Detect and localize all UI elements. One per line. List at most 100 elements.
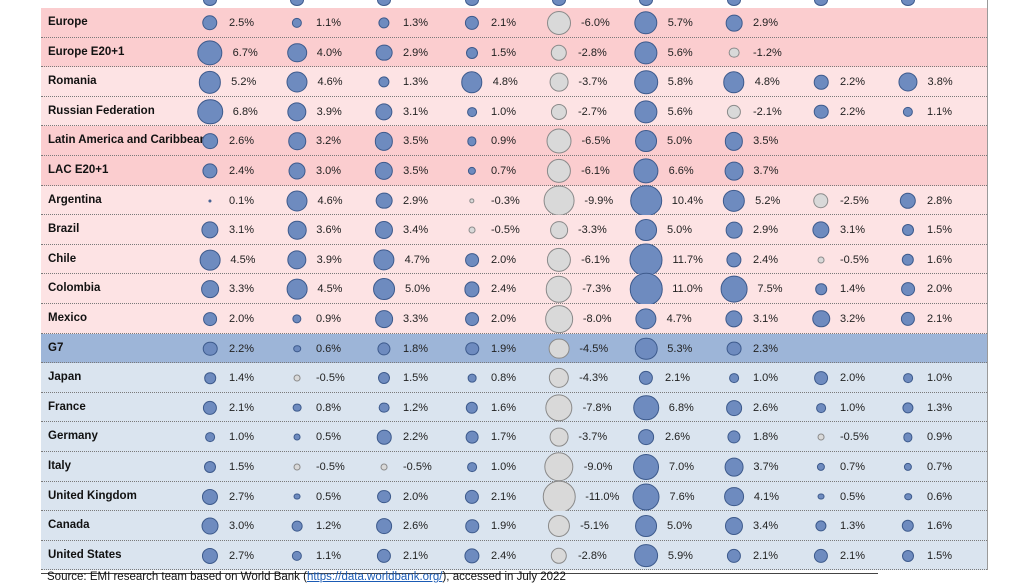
value-label: 0.1% [229, 194, 255, 207]
cropped-bubble [377, 0, 391, 6]
value-label: 2.9% [753, 17, 779, 29]
positive-bubble [197, 39, 223, 66]
value-label: -6.1% [581, 253, 610, 266]
value-label: -0.5% [316, 460, 345, 473]
value-label: 1.6% [491, 401, 517, 414]
positive-bubble [901, 282, 915, 297]
value-label: 2.1% [491, 490, 517, 503]
value-label: 1.0% [753, 372, 779, 385]
positive-bubble [813, 104, 829, 120]
negative-bubble [545, 276, 573, 303]
value-label: 2.0% [491, 312, 517, 325]
value-label: 2.1% [753, 549, 779, 562]
positive-bubble [902, 549, 914, 562]
positive-bubble [293, 344, 301, 353]
table-row: Argentina 0.1% 4.6% 2.9% -0.3% -9.9% 10.4% 5.2%… [41, 184, 987, 217]
source-link[interactable]: https://data.worldbank.org/ [306, 571, 443, 583]
value-label: 0.8% [491, 372, 517, 385]
value-label: -3.7% [578, 76, 608, 89]
value-label: 2.6% [665, 431, 691, 444]
positive-bubble [629, 273, 663, 306]
value-label: -0.5% [491, 224, 520, 237]
positive-bubble [291, 550, 303, 561]
value-label: -8.0% [582, 312, 612, 325]
cropped-bubble [639, 0, 653, 6]
value-label: 5.8% [667, 76, 693, 89]
value-label: 3.7% [753, 164, 779, 177]
negative-bubble [726, 104, 742, 119]
value-label: 2.0% [229, 312, 255, 325]
value-label: 5.0% [666, 520, 693, 533]
positive-bubble [724, 517, 744, 536]
table-row: United States 2.7% 1.1% 2.1% 2.4% -2.8% 5.9% 2.… [41, 540, 987, 571]
value-label: 3.6% [316, 224, 342, 237]
cropped-bubble [727, 0, 741, 6]
value-label: 1.0% [491, 460, 517, 473]
value-label: 3.1% [753, 312, 779, 325]
value-label: 4.5% [230, 253, 256, 266]
positive-bubble [814, 371, 828, 386]
value-label: 0.8% [316, 401, 342, 414]
positive-bubble [635, 515, 657, 538]
positive-bubble [633, 453, 659, 480]
table-row: Canada 3.0% 1.2% 2.6% 1.9% -5.1% 5.0% 3.4% 1.3% 1… [41, 511, 987, 541]
positive-bubble [202, 163, 218, 179]
table-row: Romania 5.2% 4.6% 1.3% 4.8% -3.7% 5.8% 4.8% 2.2%… [41, 67, 987, 97]
negative-bubble [548, 338, 570, 359]
value-label: 1.5% [927, 224, 953, 237]
value-label: 1.7% [491, 431, 517, 444]
negative-bubble [548, 367, 570, 389]
negative-bubble [468, 226, 476, 234]
table-row: United Kingdom 2.7% 0.5% 2.0% 2.1% -11.0% 7.6%… [41, 480, 987, 513]
value-label: -5.1% [580, 520, 609, 533]
positive-bubble [634, 100, 658, 124]
value-label: 4.8% [754, 76, 780, 89]
value-label: 6.6% [668, 164, 694, 177]
table-row: Germany 1.0% 0.5% 2.2% 1.7% -3.7% 2.6% 1.8% -0.5… [41, 422, 987, 452]
value-label: 2.1% [665, 372, 691, 385]
value-label: 3.1% [229, 224, 255, 237]
positive-bubble [205, 432, 215, 443]
value-label: 3.4% [753, 520, 779, 533]
positive-bubble [726, 399, 742, 416]
value-label: 4.8% [492, 76, 518, 89]
table-row: LAC E20+1 2.4% 3.0% 3.5% 0.7% -6.1% 6.6% 3.7% [41, 155, 987, 186]
table-row: Europe 2.5% 1.1% 1.3% 2.1% -6.0% 5.7% 2.9% [41, 8, 987, 38]
value-label: 11.7% [672, 253, 703, 266]
positive-bubble [815, 520, 827, 532]
positive-bubble [729, 373, 739, 384]
positive-bubble [634, 543, 658, 568]
value-label: 2.9% [403, 194, 429, 207]
value-label: 2.0% [840, 372, 866, 385]
positive-bubble [377, 341, 391, 356]
country-name: Canada [48, 519, 90, 532]
positive-bubble [288, 132, 306, 151]
value-label: 10.4% [671, 194, 703, 207]
value-label: 1.3% [927, 401, 953, 414]
positive-bubble [378, 76, 390, 88]
value-label: 3.8% [927, 76, 953, 89]
value-label: 1.5% [491, 46, 517, 59]
country-name: Romania [48, 75, 97, 88]
value-label: 3.2% [840, 312, 866, 325]
negative-bubble [550, 44, 568, 61]
country-name: Chile [48, 252, 77, 265]
value-label: 1.3% [403, 76, 429, 89]
value-label: 7.5% [757, 283, 783, 296]
source-note: Source: EMI research team based on World… [47, 570, 566, 584]
value-label: 5.6% [667, 46, 693, 59]
value-label: 1.0% [229, 431, 255, 444]
value-label: 1.1% [316, 17, 342, 29]
positive-bubble [467, 106, 477, 117]
value-label: 2.1% [229, 401, 255, 414]
positive-bubble [901, 253, 915, 266]
value-label: 1.0% [840, 401, 866, 414]
value-label: 5.0% [666, 135, 693, 148]
value-label: 4.5% [317, 283, 343, 296]
country-name: Brazil [48, 223, 80, 236]
positive-bubble [629, 243, 663, 277]
positive-bubble [464, 548, 480, 564]
positive-bubble [287, 102, 307, 122]
negative-bubble [550, 547, 568, 564]
positive-bubble [202, 15, 218, 31]
